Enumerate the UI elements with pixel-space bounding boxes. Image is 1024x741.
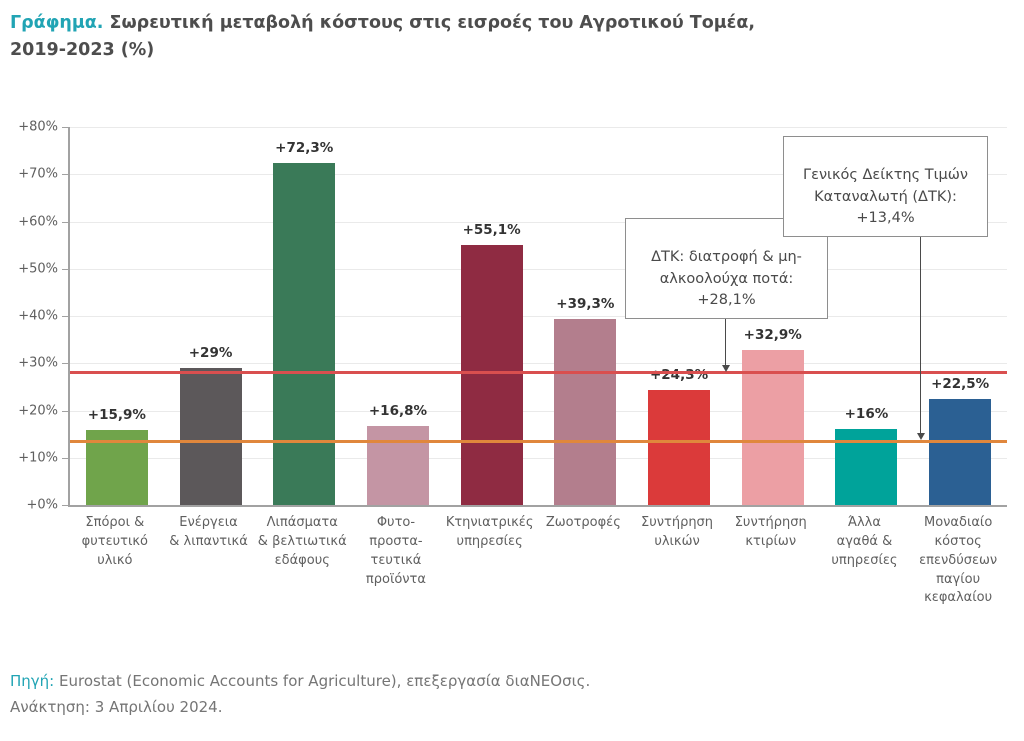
- bar-5: [460, 244, 523, 505]
- y-tick-label: +0%: [26, 497, 58, 513]
- bar-8: [741, 349, 804, 505]
- category-label: Άλλα αγαθά & υπηρεσίες: [831, 515, 898, 568]
- source-line: Πηγή: Eurostat (Economic Accounts for Ag…: [10, 669, 590, 695]
- bar-value-label: +22,5%: [931, 375, 990, 392]
- category-label: Λιπάσματα & βελτιωτικά εδάφους: [257, 515, 347, 568]
- y-tick-mark: [62, 457, 68, 459]
- y-axis-labels: +0% +10% +20% +30% +40% +50% +60% +70% +80%: [0, 120, 58, 513]
- annotation-food-cpi: ΔΤΚ: διατροφή & μη- αλκοολούχα ποτά: +28…: [625, 218, 828, 319]
- y-tick-label: +40%: [18, 308, 58, 324]
- y-tick-mark: [62, 410, 68, 412]
- annotation-food-cpi-text: ΔΤΚ: διατροφή & μη- αλκοολούχα ποτά: +28…: [651, 248, 802, 309]
- title-main: Σωρευτική μεταβολή κόστους στις εισροές …: [103, 13, 756, 33]
- y-tick-mark: [62, 268, 68, 270]
- bar-chart-plot-area: +15,9% +29% +72,3% +16,8% +55,1% +39,3% +24,3%…: [62, 127, 1007, 507]
- annotation-general-cpi-text: Γενικός Δείκτης Τιμών Καταναλωτή (ΔΤΚ): …: [803, 166, 968, 227]
- gridline-+10%: [70, 457, 1007, 459]
- annotation-food-cpi-arrow-head: [722, 365, 730, 372]
- bar-value-label: +16%: [844, 406, 889, 423]
- y-tick-label: +50%: [18, 261, 58, 277]
- bar-value-label: +16,8%: [368, 402, 428, 419]
- y-tick-label: +60%: [18, 214, 58, 229]
- retrieval-line: Ανάκτηση: 3 Απριλίου 2024.: [10, 697, 223, 716]
- category-label: Σπόροι & φυτευτικό υλικό: [81, 515, 148, 568]
- y-tick-label: +10%: [18, 450, 58, 466]
- bar-value-label: +32,9%: [743, 326, 802, 343]
- title-prefix: Γράφημα.: [10, 13, 104, 33]
- y-tick-label: +30%: [18, 355, 58, 371]
- bar-value-label: +72,3%: [275, 140, 334, 157]
- y-tick-mark: [62, 127, 68, 128]
- gridline-+40%: [70, 316, 1007, 317]
- gridline-+30%: [70, 363, 1007, 365]
- y-tick-label: +70%: [18, 166, 58, 182]
- bar-value-label: +55,1%: [462, 221, 521, 238]
- bar-value-label: +15,9%: [87, 406, 146, 423]
- gridline-+80%: [70, 127, 1007, 128]
- bar-6: [554, 319, 617, 505]
- y-tick-mark: [62, 505, 68, 506]
- gridline-+50%: [70, 268, 1007, 270]
- category-label: Κτηνιατρικές υπηρεσίες: [445, 515, 534, 549]
- category-label: Συντήρηση υλικών: [641, 515, 714, 549]
- source-text: Eurostat (Economic Accounts for Agricult…: [54, 672, 591, 690]
- reference-line-cpi-food: [70, 370, 1007, 374]
- category-label: Ζωοτροφές: [545, 515, 621, 530]
- gridline-+60%: [70, 221, 1007, 223]
- annotation-general-cpi: Γενικός Δείκτης Τιμών Καταναλωτή (ΔΤΚ): …: [783, 136, 988, 237]
- source-footer: Πηγή: Eurostat (Economic Accounts for Ag…: [10, 669, 590, 721]
- bar-3: [273, 163, 336, 505]
- category-label: Φυτο- προστα- τευτικά προϊόντα: [365, 515, 426, 587]
- y-tick-mark: [62, 316, 68, 317]
- y-tick-mark: [62, 174, 68, 176]
- bar-4: [366, 425, 429, 505]
- annotation-general-cpi-arrow-line: [920, 192, 921, 433]
- gridline-+70%: [70, 174, 1007, 176]
- annotation-general-cpi-arrow-head: [917, 433, 925, 440]
- gridline-+20%: [70, 410, 1007, 412]
- bar-7: [648, 390, 711, 505]
- category-label: Ενέργεια & λιπαντικά: [169, 515, 248, 549]
- bar-value-label: +24,3%: [649, 367, 709, 384]
- bar-10: [929, 398, 992, 505]
- y-tick-mark: [62, 221, 68, 223]
- y-tick-mark: [62, 363, 68, 365]
- category-label: Συντήρηση κτιρίων: [734, 515, 807, 549]
- y-tick-label: +80%: [18, 119, 58, 135]
- chart-title: Γράφημα. Σωρευτική μεταβολή κόστους στις…: [10, 10, 755, 64]
- source-label: Πηγή:: [10, 672, 55, 690]
- reference-line-cpi-general: [70, 440, 1007, 444]
- bar-value-label: +39,3%: [556, 296, 615, 313]
- x-axis-labels: Σπόροι & φυτευτικό υλικό Ενέργεια & λιπαν…: [68, 514, 1005, 654]
- bar-value-label: +29%: [188, 344, 233, 361]
- y-tick-label: +20%: [18, 403, 58, 418]
- category-label: Μοναδιαίο κόστος επενδύσεων παγίου κεφαλ…: [919, 515, 998, 606]
- bar-2: [179, 367, 242, 505]
- title-line-2: 2019-2023 (%): [10, 40, 155, 61]
- title-line-1: Γράφημα. Σωρευτική μεταβολή κόστους στις…: [10, 10, 755, 37]
